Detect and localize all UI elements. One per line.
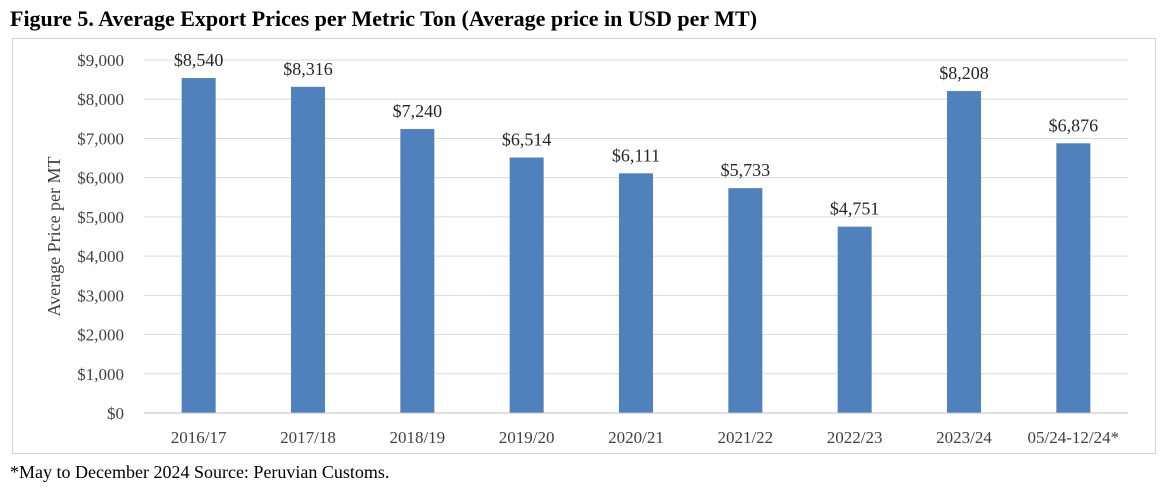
y-tick-label: $6,000 — [77, 169, 124, 188]
data-label: $6,111 — [612, 145, 660, 165]
x-tick-label: 2021/22 — [717, 428, 773, 447]
bar — [181, 78, 216, 413]
x-tick-label: 2023/24 — [936, 428, 992, 447]
y-tick-label: $0 — [107, 404, 124, 423]
x-tick-label: 2020/21 — [608, 428, 664, 447]
y-tick-label: $7,000 — [77, 129, 124, 148]
data-label: $8,540 — [174, 50, 224, 70]
data-labels: $8,540 $8,316 $7,240 $6,514 $6,111 $5,733 $4,7… — [174, 50, 1098, 219]
bar — [837, 226, 872, 413]
footnote: *May to December 2024 Source: Peruvian C… — [10, 462, 390, 482]
bar — [728, 188, 763, 413]
y-axis-ticks: $0 $1,000 $2,000 $3,000 $4,000 $5,000 $6,000 $7… — [77, 51, 124, 423]
x-tick-label: 05/24-12/24* — [1028, 428, 1120, 447]
x-tick-label: 2017/18 — [280, 428, 336, 447]
bar-chart: $0 $1,000 $2,000 $3,000 $4,000 $5,000 $6,000 $7… — [44, 50, 1128, 447]
x-tick-label: 2016/17 — [171, 428, 227, 447]
chart-container: $0 $1,000 $2,000 $3,000 $4,000 $5,000 $6,000 $7… — [12, 38, 1156, 454]
data-label: $8,208 — [939, 63, 989, 83]
x-tick-label: 2022/23 — [827, 428, 883, 447]
y-tick-label: $9,000 — [77, 51, 124, 70]
data-label: $4,751 — [830, 199, 880, 219]
bar — [400, 129, 435, 413]
y-tick-label: $2,000 — [77, 326, 124, 345]
y-tick-label: $4,000 — [77, 247, 124, 266]
data-label: $8,316 — [283, 59, 333, 79]
bar — [947, 91, 981, 413]
x-axis-ticks: 2016/17 2017/18 2018/19 2019/20 2020/21 2021/… — [171, 428, 1119, 447]
bar — [509, 157, 544, 413]
x-tick-label: 2018/19 — [389, 428, 445, 447]
data-label: $6,514 — [502, 130, 552, 150]
bar — [619, 173, 653, 413]
bars — [181, 78, 1091, 414]
x-tick-label: 2019/20 — [499, 428, 555, 447]
data-label: $6,876 — [1049, 115, 1099, 135]
y-axis-label: Average Price per MT — [44, 156, 64, 316]
y-tick-label: $1,000 — [77, 365, 124, 384]
y-tick-label: $8,000 — [77, 90, 124, 109]
y-tick-label: $3,000 — [77, 286, 124, 305]
y-tick-label: $5,000 — [77, 208, 124, 227]
data-label: $7,240 — [393, 101, 443, 121]
bar — [291, 86, 325, 413]
data-label: $5,733 — [721, 160, 771, 180]
figure-title: Figure 5. Average Export Prices per Metr… — [10, 6, 758, 31]
bar — [1056, 143, 1091, 414]
